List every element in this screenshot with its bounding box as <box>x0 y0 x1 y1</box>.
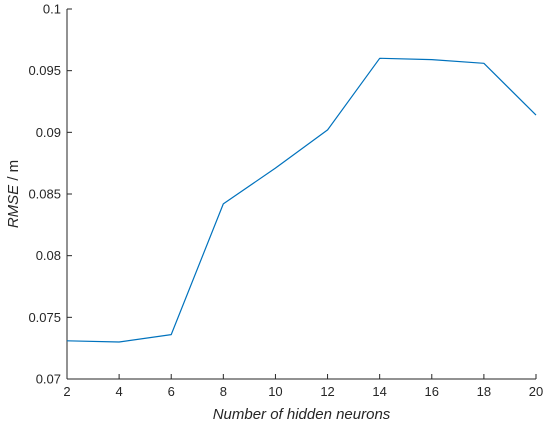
x-tick-label: 10 <box>268 384 282 399</box>
y-tick-label: 0.08 <box>36 248 61 263</box>
y-tick-label: 0.1 <box>43 2 61 17</box>
x-axis: 2 4 6 8 10 12 14 16 18 20 <box>63 374 543 399</box>
x-tick-label: 18 <box>477 384 491 399</box>
x-tick-label: 14 <box>372 384 386 399</box>
y-tick-label: 0.095 <box>28 63 61 78</box>
y-tick-label: 0.075 <box>28 310 61 325</box>
x-tick-label: 20 <box>529 384 543 399</box>
x-axis-title: Number of hidden neurons <box>213 406 391 423</box>
y-tick-label: 0.085 <box>28 187 61 202</box>
y-tick-label: 0.09 <box>36 125 61 140</box>
x-tick-label: 8 <box>220 384 227 399</box>
y-axis-title-variable: RMSE <box>5 184 22 228</box>
y-axis: 0.07 0.075 0.08 0.085 0.09 0.095 0.1 <box>28 2 72 387</box>
y-axis-title-unit: / m <box>5 160 22 185</box>
x-tick-label: 12 <box>320 384 334 399</box>
x-tick-label: 16 <box>425 384 439 399</box>
y-axis-title: RMSE / m <box>5 160 22 228</box>
y-tick-label: 0.07 <box>36 372 61 387</box>
series-line <box>66 57 537 343</box>
x-tick-label: 2 <box>63 384 70 399</box>
x-tick-label: 6 <box>168 384 175 399</box>
plot-area <box>66 57 537 343</box>
x-tick-label: 4 <box>115 384 122 399</box>
